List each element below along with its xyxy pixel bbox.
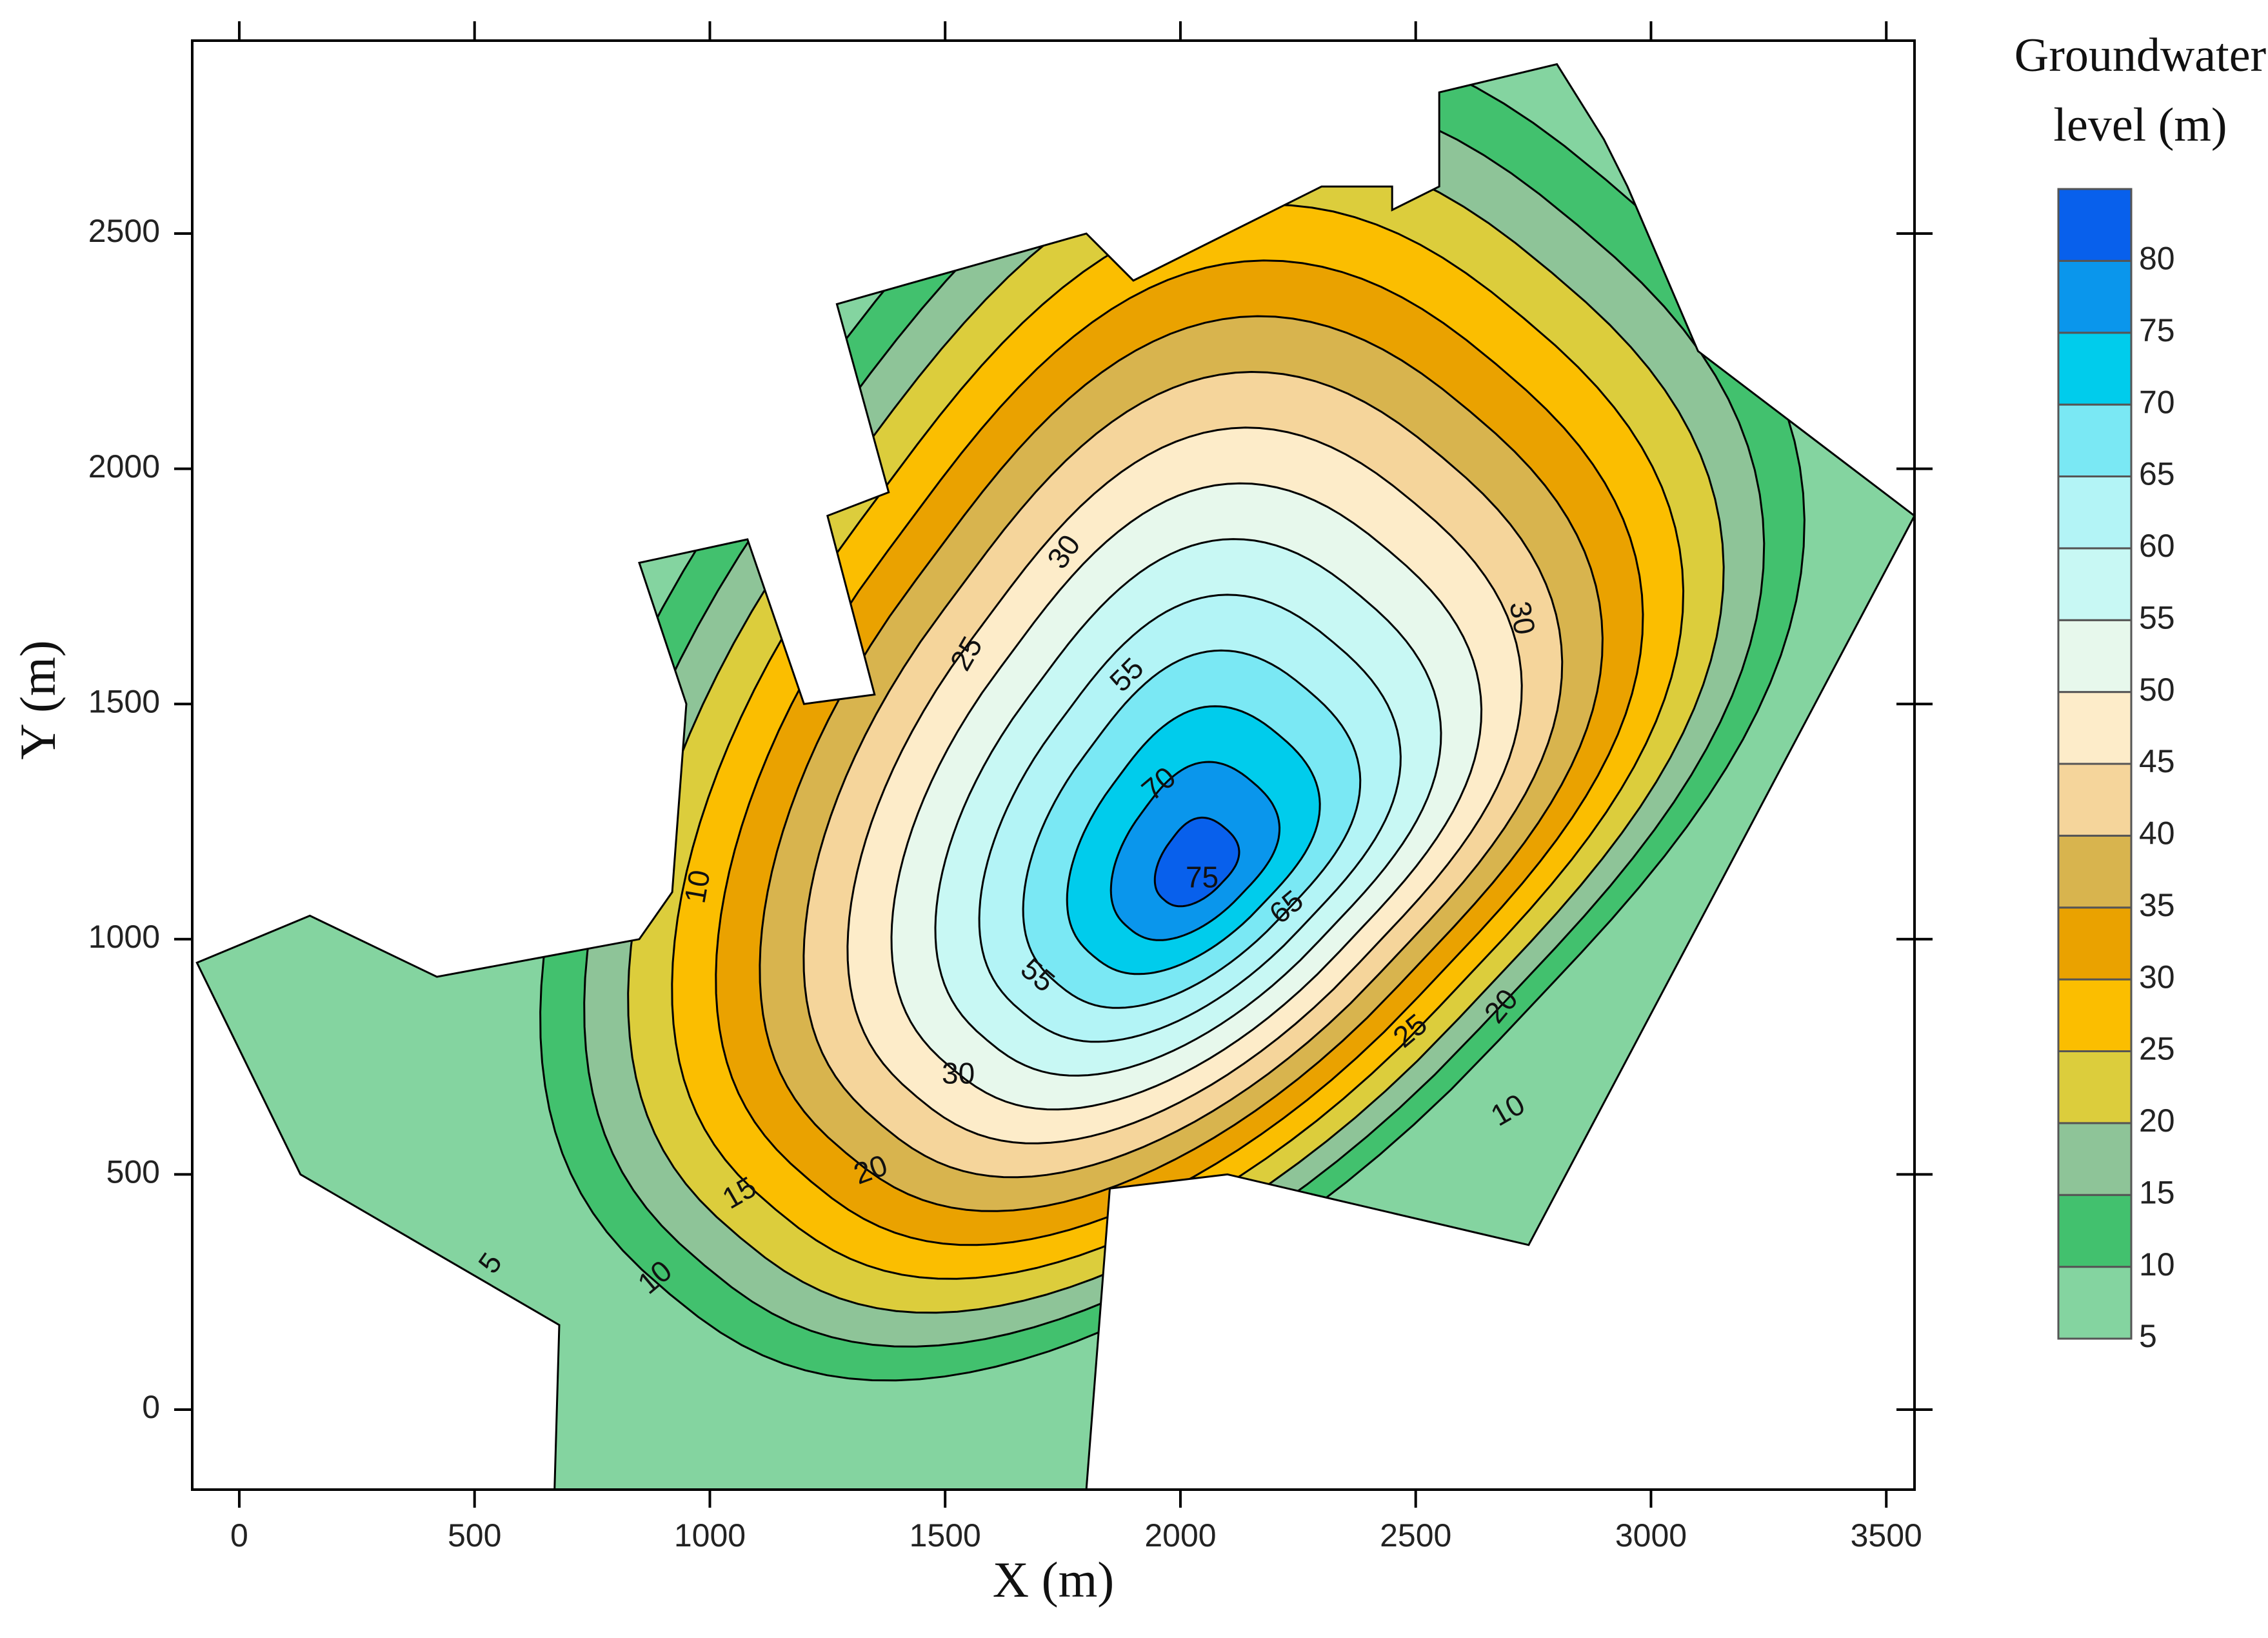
colorbar-swatch: [2057, 1050, 2133, 1124]
colorbar-label: 45: [2139, 743, 2175, 779]
y-tick-label: 1000: [88, 919, 160, 955]
contour-label: 10: [678, 867, 717, 905]
domain-boundary: [195, 63, 1916, 1491]
colorbar-swatch: [2057, 475, 2133, 550]
colorbar-swatch: [2057, 332, 2133, 406]
y-tick-label: 1500: [88, 683, 160, 719]
colorbar-swatch: [2057, 619, 2133, 694]
colorbar-title: Groundwater: [2014, 29, 2266, 82]
x-tick-label: 500: [448, 1517, 501, 1553]
y-tick-label: 2500: [88, 213, 160, 249]
colorbar-label: 65: [2139, 456, 2175, 492]
contour-band: [1153, 816, 1240, 908]
x-tick-label: 1500: [910, 1517, 981, 1553]
x-axis-label: X (m): [993, 1552, 1114, 1608]
y-tick-label: 500: [106, 1154, 160, 1190]
x-tick-label: 3000: [1615, 1517, 1687, 1553]
colorbar-swatch: [2057, 403, 2133, 477]
colorbar-label: 30: [2139, 959, 2175, 995]
contour-label: 30: [942, 1056, 975, 1090]
colorbar-label: 55: [2139, 599, 2175, 635]
colorbar-label: 80: [2139, 241, 2175, 277]
colorbar-swatch: [2057, 763, 2133, 837]
contour-bands: [197, 64, 1915, 1490]
colorbar-label: 35: [2139, 887, 2175, 923]
y-tick-label: 2000: [88, 448, 160, 484]
colorbar-swatch: [2057, 188, 2133, 262]
colorbar-label: 60: [2139, 528, 2175, 564]
colorbar-swatch: [2057, 259, 2133, 334]
colorbar-swatch: [2057, 834, 2133, 909]
colorbar-label: 15: [2139, 1174, 2175, 1210]
x-tick-label: 3500: [1851, 1517, 1922, 1553]
y-axis-label: Y (m): [10, 640, 66, 760]
colorbar-swatch: [2057, 547, 2133, 621]
colorbar-label: 25: [2139, 1031, 2175, 1067]
plot-frame: [191, 39, 1916, 1491]
x-tick-label: 2500: [1380, 1517, 1451, 1553]
y-tick-label: 0: [142, 1389, 160, 1425]
colorbar-label: 40: [2139, 815, 2175, 852]
colorbar-label: 50: [2139, 672, 2175, 708]
colorbar-swatch: [2057, 1194, 2133, 1268]
colorbar-label: 5: [2139, 1318, 2157, 1354]
colorbar-label: 20: [2139, 1103, 2175, 1139]
x-tick-label: 2000: [1144, 1517, 1216, 1553]
colorbar-label: 70: [2139, 384, 2175, 420]
x-tick-label: 0: [230, 1517, 248, 1553]
contour-label: 30: [1503, 599, 1542, 637]
colorbar-swatch: [2057, 978, 2133, 1052]
colorbar-swatch: [2057, 906, 2133, 981]
colorbar-label: 10: [2139, 1246, 2175, 1283]
colorbar-label: 75: [2139, 312, 2175, 348]
colorbar-swatch: [2057, 1122, 2133, 1196]
colorbar-title: level (m): [2053, 99, 2227, 152]
contour-label: 75: [1186, 860, 1219, 894]
colorbar-swatch: [2057, 1266, 2133, 1340]
x-tick-label: 1000: [674, 1517, 746, 1553]
colorbar-swatch: [2057, 691, 2133, 765]
